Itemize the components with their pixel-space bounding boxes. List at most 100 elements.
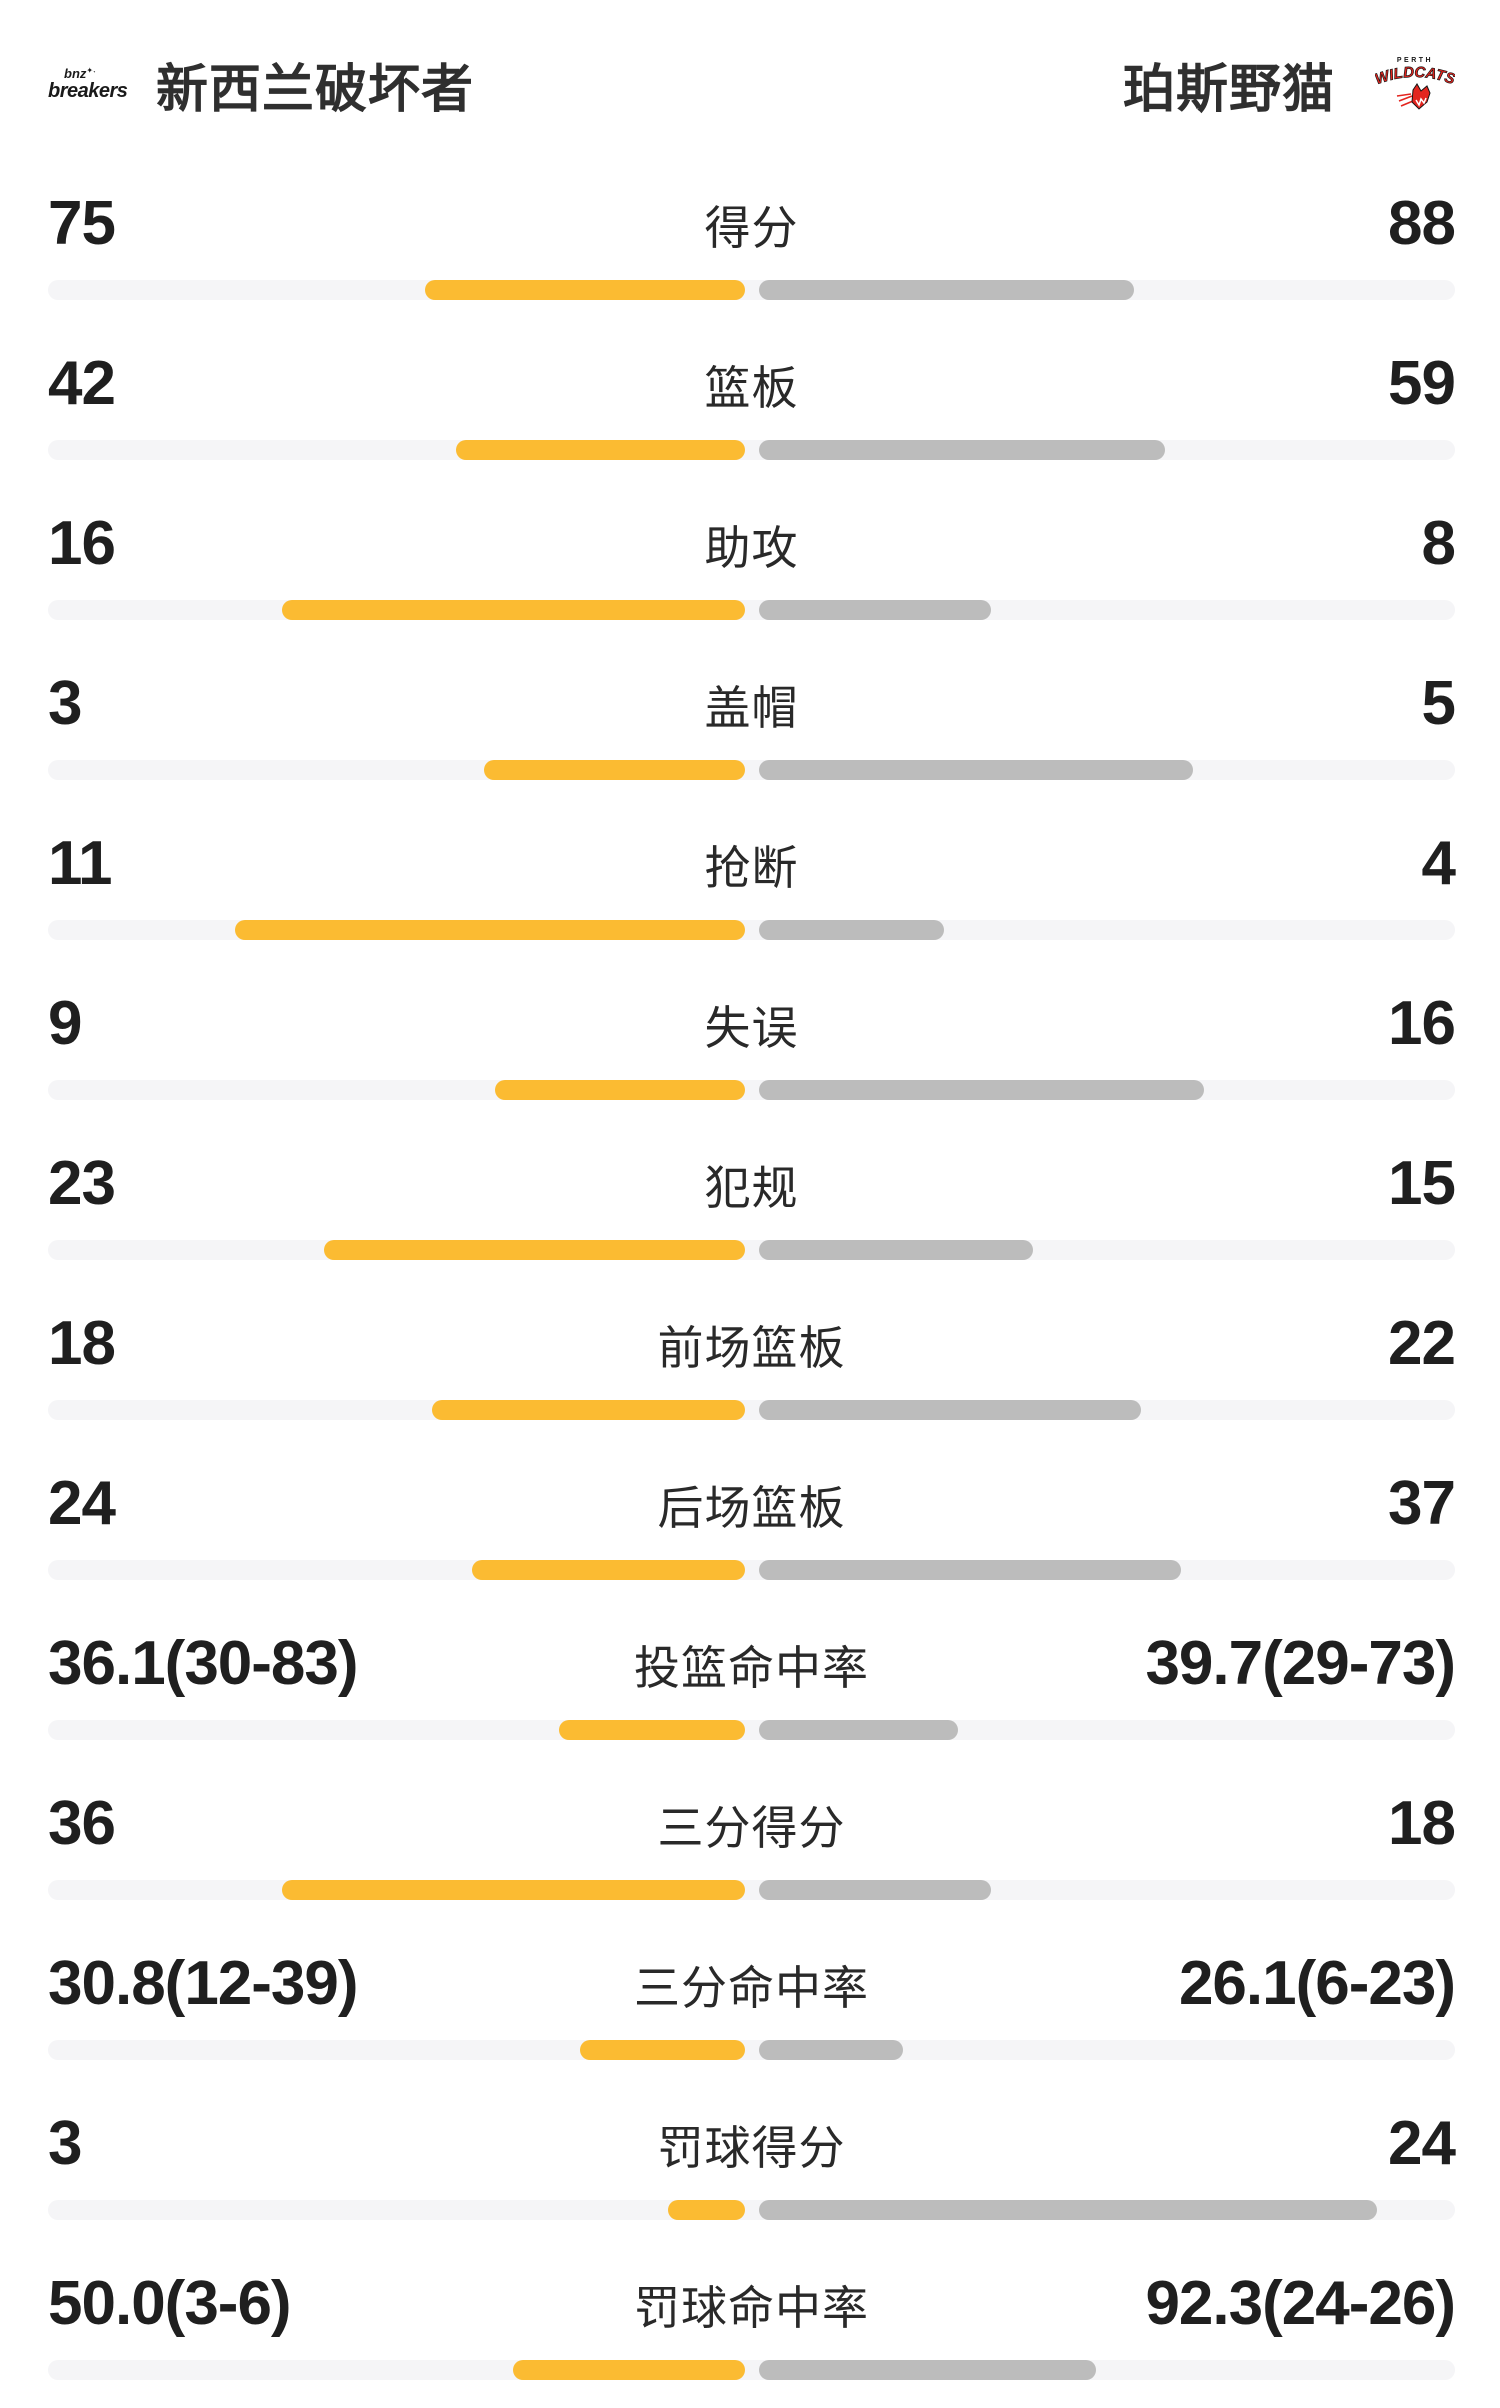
away-value: 5 (1421, 669, 1456, 738)
home-value: 42 (48, 349, 116, 418)
bar-track (48, 600, 1455, 620)
home-value: 3 (48, 2109, 82, 2178)
breakers-logo-bnz: bnz (64, 66, 87, 81)
away-value: 22 (1388, 1309, 1456, 1378)
away-value: 18 (1388, 1789, 1456, 1858)
stat-row: 3 盖帽 5 (48, 648, 1456, 808)
away-bar (758, 1880, 991, 1900)
home-bar (579, 2040, 745, 2060)
home-value: 18 (48, 1309, 116, 1378)
away-value: 88 (1388, 189, 1456, 258)
home-value: 50.0(3-6) (48, 2269, 292, 2338)
away-bar (758, 1720, 958, 1740)
stat-row: 75 得分 88 (48, 168, 1456, 328)
home-bar (471, 1560, 745, 1580)
stat-label: 犯规 (704, 1162, 799, 1214)
home-value: 36 (48, 1789, 116, 1858)
wildcats-logo-wordmark: WILDCATS (1375, 64, 1455, 89)
stat-row: 50.0(3-6) 罚球命中率 92.3(24-26) (48, 2248, 1456, 2408)
away-value: 92.3(24-26) (1145, 2269, 1456, 2338)
bar-track (48, 760, 1455, 780)
home-bar (234, 920, 745, 940)
home-value: 36.1(30-83) (48, 1629, 359, 1698)
bar-track (48, 280, 1455, 300)
home-bar (281, 1880, 745, 1900)
away-bar (758, 1400, 1141, 1420)
home-bar (483, 760, 745, 780)
stat-label: 抢断 (704, 842, 799, 894)
home-bar (424, 280, 745, 300)
stat-row: 11 抢断 4 (48, 808, 1456, 968)
home-bar (558, 1720, 745, 1740)
bar-track (48, 1560, 1455, 1580)
home-value: 9 (48, 989, 82, 1058)
away-value: 59 (1388, 349, 1456, 418)
home-value: 3 (48, 669, 82, 738)
stats-list: 75 得分 88 42 篮板 59 16 助攻 8 (48, 168, 1456, 2408)
stat-label: 罚球命中率 (634, 2282, 869, 2334)
away-bar (758, 1560, 1181, 1580)
away-value: 39.7(29-73) (1145, 1629, 1456, 1698)
away-value: 26.1(6-23) (1178, 1949, 1456, 2018)
stat-row: 36.1(30-83) 投篮命中率 39.7(29-73) (48, 1608, 1456, 1768)
stat-label: 盖帽 (704, 682, 799, 734)
bar-track (48, 2360, 1455, 2380)
away-value: 4 (1421, 829, 1456, 898)
bar-track (48, 1080, 1455, 1100)
home-bar (455, 440, 745, 460)
home-team-header: bnz breakers 新西兰破坏者 (48, 47, 474, 122)
bar-track (48, 1400, 1455, 1420)
away-bar (758, 2040, 903, 2060)
home-bar (667, 2200, 745, 2220)
away-bar (758, 760, 1193, 780)
home-value: 16 (48, 509, 116, 578)
stat-row: 24 后场篮板 37 (48, 1448, 1456, 1608)
home-bar (512, 2360, 745, 2380)
away-team-header: 珀斯野猫 PERTH WILDCATS (1123, 47, 1455, 122)
away-bar (758, 2200, 1377, 2220)
home-bar (323, 1240, 745, 1260)
home-bar (281, 600, 745, 620)
wildcat-face (1396, 83, 1431, 110)
stat-label: 篮板 (704, 362, 799, 414)
sparkle-icon (86, 66, 95, 75)
home-bar (494, 1080, 745, 1100)
stat-row: 30.8(12-39) 三分命中率 26.1(6-23) (48, 1928, 1456, 2088)
away-bar (758, 1240, 1033, 1260)
bar-track (48, 440, 1455, 460)
away-bar (758, 600, 991, 620)
svg-text:WILDCATS: WILDCATS (1375, 64, 1455, 88)
stat-row: 18 前场篮板 22 (48, 1288, 1456, 1448)
home-team-name: 新西兰破坏者 (156, 60, 475, 119)
away-bar (758, 440, 1165, 460)
stat-label: 罚球得分 (657, 2122, 846, 2174)
bar-track (48, 1240, 1455, 1260)
stat-row: 16 助攻 8 (48, 488, 1456, 648)
stat-row: 42 篮板 59 (48, 328, 1456, 488)
away-value: 15 (1388, 1149, 1456, 1218)
away-value: 37 (1388, 1469, 1456, 1538)
away-value: 16 (1388, 989, 1456, 1058)
stat-label: 前场篮板 (657, 1322, 846, 1374)
away-bar (758, 920, 944, 940)
header: bnz breakers 新西兰破坏者 珀斯野猫 PERTH WILDCATS (48, 0, 1455, 168)
away-team-name: 珀斯野猫 (1122, 60, 1335, 119)
stat-label: 三分命中率 (634, 1962, 869, 2014)
stat-label: 得分 (704, 202, 799, 254)
stat-row: 23 犯规 15 (48, 1128, 1456, 1288)
away-bar (758, 1080, 1204, 1100)
away-value: 24 (1388, 2109, 1456, 2178)
home-value: 23 (48, 1149, 116, 1218)
breakers-logo: bnz breakers (48, 66, 128, 101)
bar-track (48, 1880, 1455, 1900)
wildcats-logo-perth: PERTH (1397, 57, 1433, 64)
home-value: 75 (48, 189, 116, 258)
bar-track (48, 920, 1455, 940)
home-value: 11 (48, 829, 113, 898)
away-bar (758, 280, 1134, 300)
wildcats-logo: PERTH WILDCATS (1375, 57, 1455, 110)
stat-label: 三分得分 (657, 1802, 846, 1854)
home-value: 24 (48, 1469, 116, 1538)
stat-row: 9 失误 16 (48, 968, 1456, 1128)
